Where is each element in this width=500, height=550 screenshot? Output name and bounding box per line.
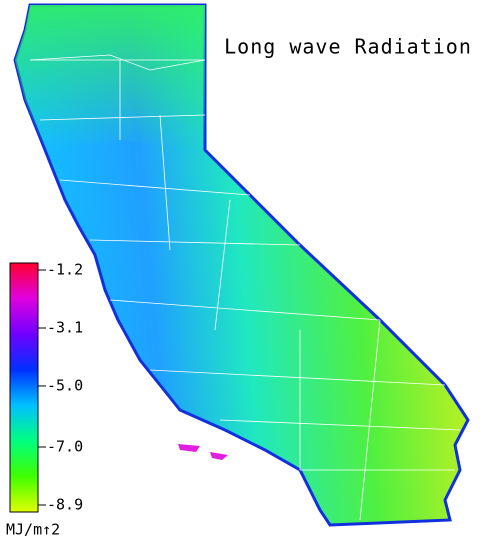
island xyxy=(210,452,228,460)
colorbar-unit: MJ/m↑2 xyxy=(6,521,60,539)
tick-label: -7.0 xyxy=(47,438,83,456)
tick-label: -1.2 xyxy=(47,261,83,279)
island xyxy=(178,444,200,452)
north-tint xyxy=(15,5,205,150)
map-title: Long wave Radiation xyxy=(224,35,472,59)
tick-label: -3.1 xyxy=(47,318,83,336)
county-lines xyxy=(30,59,461,521)
tick-label: -8.9 xyxy=(47,496,83,514)
colorbar-scale xyxy=(9,262,39,513)
colorbar: -1.2 -3.1 -5.0 -7.0 -8.9 xyxy=(9,261,83,514)
county-lines xyxy=(29,54,206,71)
california-map xyxy=(13,3,470,527)
tick-label: -5.0 xyxy=(47,376,83,394)
